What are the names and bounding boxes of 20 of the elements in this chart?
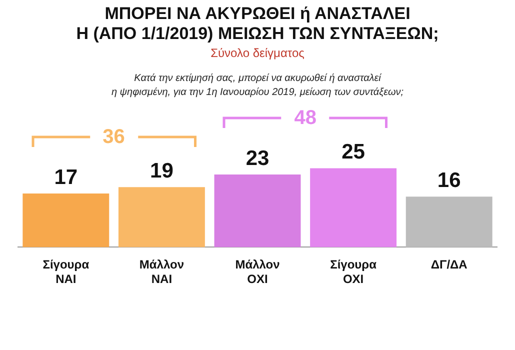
- chart-subtitle: Σύνολο δείγματος: [210, 46, 306, 60]
- text: 48: [293, 107, 318, 130]
- x-tick-label: Σίγουρα ΝΑΙ: [42, 258, 90, 286]
- x-tick-label: Μάλλον ΟΧΙ: [235, 258, 280, 286]
- data-label: 17: [54, 166, 78, 189]
- chart-title: ΜΠΟΡΕΙ ΝΑ ΑΚΥΡΩΘΕΙ ή ΑΝΑΣΤΑΛΕΙ Η (ΑΠΟ 1/1/2019) ΜΕΙΩΣΗ ΤΩΝ ΣΥΝΤΑΞΕΩΝ;: [75, 4, 440, 44]
- bar: [310, 168, 397, 248]
- bar: [22, 193, 110, 248]
- text: 36: [102, 126, 126, 150]
- data-label: 23: [246, 146, 270, 170]
- x-tick-label: ΔΓ/ΔΑ: [430, 258, 468, 272]
- data-label: 19: [150, 159, 174, 182]
- data-label: 16: [437, 168, 461, 192]
- x-tick-label: Μάλλον ΝΑΙ: [139, 258, 184, 286]
- data-label: 25: [342, 140, 366, 164]
- bar: [118, 187, 205, 248]
- bar: [214, 174, 301, 248]
- bar: [406, 196, 492, 248]
- x-tick-label: Σίγουρα ΟΧΙ: [330, 258, 378, 286]
- text: Κατά την εκτίμησή σας, μπορεί να ακυρωθεί ή ανασταλεί η ψηφισμένη, για την 1η Ιανουαρίου 2019, μείωση των συντάξεων;: [110, 72, 405, 100]
